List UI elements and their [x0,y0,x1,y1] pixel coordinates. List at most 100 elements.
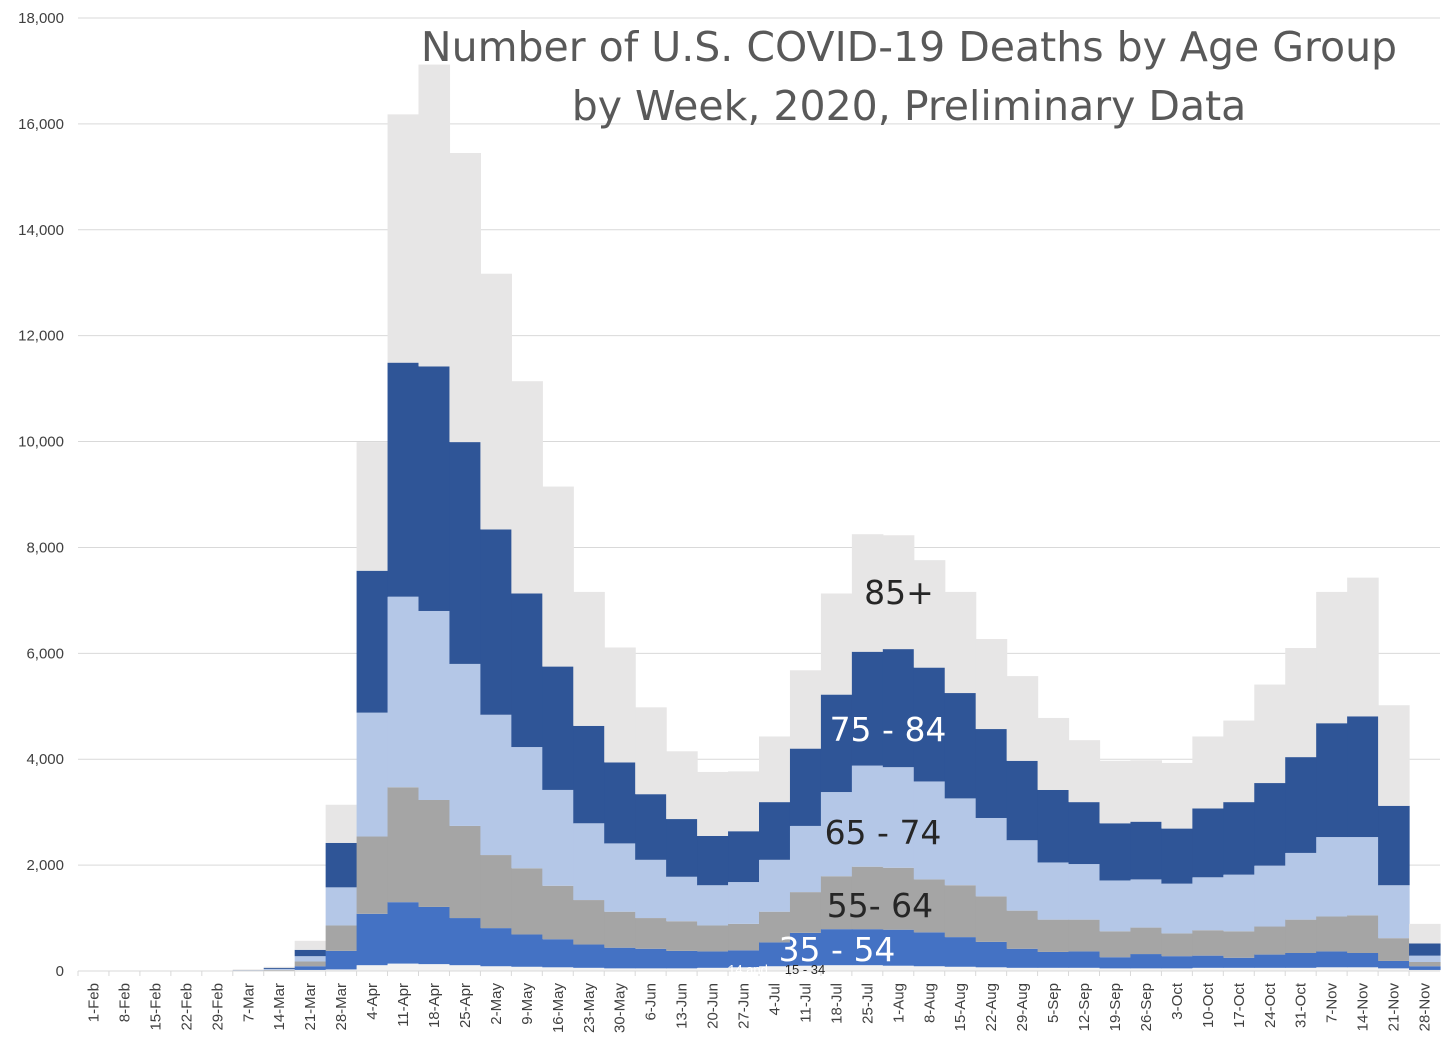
bar-segment [1068,864,1101,920]
x-tick-label: 23-May [581,983,598,1034]
bar-segment [294,949,327,957]
bar-segment [1316,591,1348,724]
x-tick-label: 18-Jul [828,983,845,1024]
bar-segment [604,762,636,844]
bar-segment [820,965,853,971]
bar-segment [1285,967,1317,971]
bar-segment [1378,885,1410,939]
bar-segment [913,667,946,782]
y-tick-label: 12,000 [18,328,64,345]
bar-segment [1409,966,1441,970]
bar-segment [944,885,977,938]
bar-segment [418,964,451,971]
bar-segment [975,729,1008,818]
bar-segment [635,707,667,795]
bar-segment [604,968,636,971]
x-tick-label: 4-Jul [766,983,783,1016]
x-tick-label: 18-Apr [426,983,443,1028]
bar-segment [1285,852,1317,920]
bar-segment [1254,783,1286,866]
y-tick-label: 2,000 [26,857,64,874]
bar-segment [851,651,884,766]
bar-segment [635,859,667,919]
bar-segment [232,969,265,971]
bar-segment [1316,837,1348,917]
bar-segment [789,825,822,893]
x-tick-label: 4-Apr [364,983,381,1020]
x-tick-label: 29-Aug [1014,983,1031,1031]
x-tick-label: 10-Oct [1200,982,1217,1028]
x-tick-label: 21-Mar [302,983,319,1031]
bar-segment [1192,877,1224,931]
bar-segment [1130,879,1163,928]
bar-segment [480,529,512,715]
y-tick-label: 16,000 [18,116,64,133]
bar-segment [851,965,884,971]
bar-segment [913,781,946,880]
x-tick-label: 14-Mar [271,983,288,1031]
bar-segment [1037,951,1070,968]
bar-segment [542,789,574,886]
x-tick-label: 24-Oct [1262,982,1279,1028]
bar-segment [1223,720,1255,803]
bar-segment [820,929,853,966]
bar-segment [882,929,915,966]
bar-segment [387,114,420,363]
bar-segment [604,911,636,948]
bar-segment [728,923,760,951]
bar-segment [1068,919,1101,952]
bar-segment [449,442,482,664]
bar-segment [944,966,977,971]
bar-segment [697,951,729,968]
x-tick-label: 12-Sep [1076,983,1093,1031]
bar-segment [573,725,605,824]
bar-segment [325,969,358,971]
bar-segment [1006,676,1039,761]
bar-segment [851,866,884,930]
x-tick-label: 14-Nov [1355,983,1372,1032]
bar-segment [728,771,760,832]
bar-segment [480,714,512,856]
bar-segment [975,967,1008,971]
bar-segment [1378,705,1410,806]
bar-segment [356,965,389,971]
bar-segment [480,966,512,971]
x-tick-label: 25-Apr [457,983,474,1028]
x-tick-label: 2-May [488,983,505,1025]
bar-segment [1192,736,1224,809]
y-axis-ticks: 0 2,000 4,000 6,000 8,000 10,000 12,000 14,000 1… [18,10,64,980]
x-tick-label: 25-Jul [859,983,876,1024]
x-tick-label: 15-Aug [952,983,969,1031]
bar-segment [1347,716,1379,838]
y-tick-label: 0 [56,963,64,980]
bar-segment [1161,968,1193,971]
bar-segment [882,649,915,768]
x-tick-label: 17-Oct [1231,982,1248,1028]
chart-subtitle: by Week, 2020, Preliminary Data [572,82,1247,130]
bar-segment [418,906,451,965]
bar-segment [759,736,791,803]
bar-segment [1099,931,1132,958]
bar-segment [851,765,884,867]
bar-segment [511,966,543,971]
chart-title: Number of U.S. COVID-19 Deaths by Age Gr… [421,23,1397,71]
bar-segment [1006,948,1039,968]
bar-segment [325,887,358,926]
bar-segment [913,560,946,668]
bar-segment [1254,967,1286,971]
bar-segment [449,663,482,826]
bar-segment [511,868,543,935]
bar-segment [666,950,698,969]
bar-segment [1409,961,1441,967]
x-tick-label: 26-Sep [1138,983,1155,1031]
bar-segment [1192,930,1224,956]
bar-segment [263,968,296,970]
bar-segment [356,712,389,837]
bar-segment [1130,954,1163,969]
bar-segment [728,967,760,971]
bar-segment [1223,931,1255,958]
label-85-plus: 85+ [864,573,934,612]
bar-segment [1099,957,1132,969]
bar-segment [294,940,327,950]
bar-segment [294,961,327,967]
